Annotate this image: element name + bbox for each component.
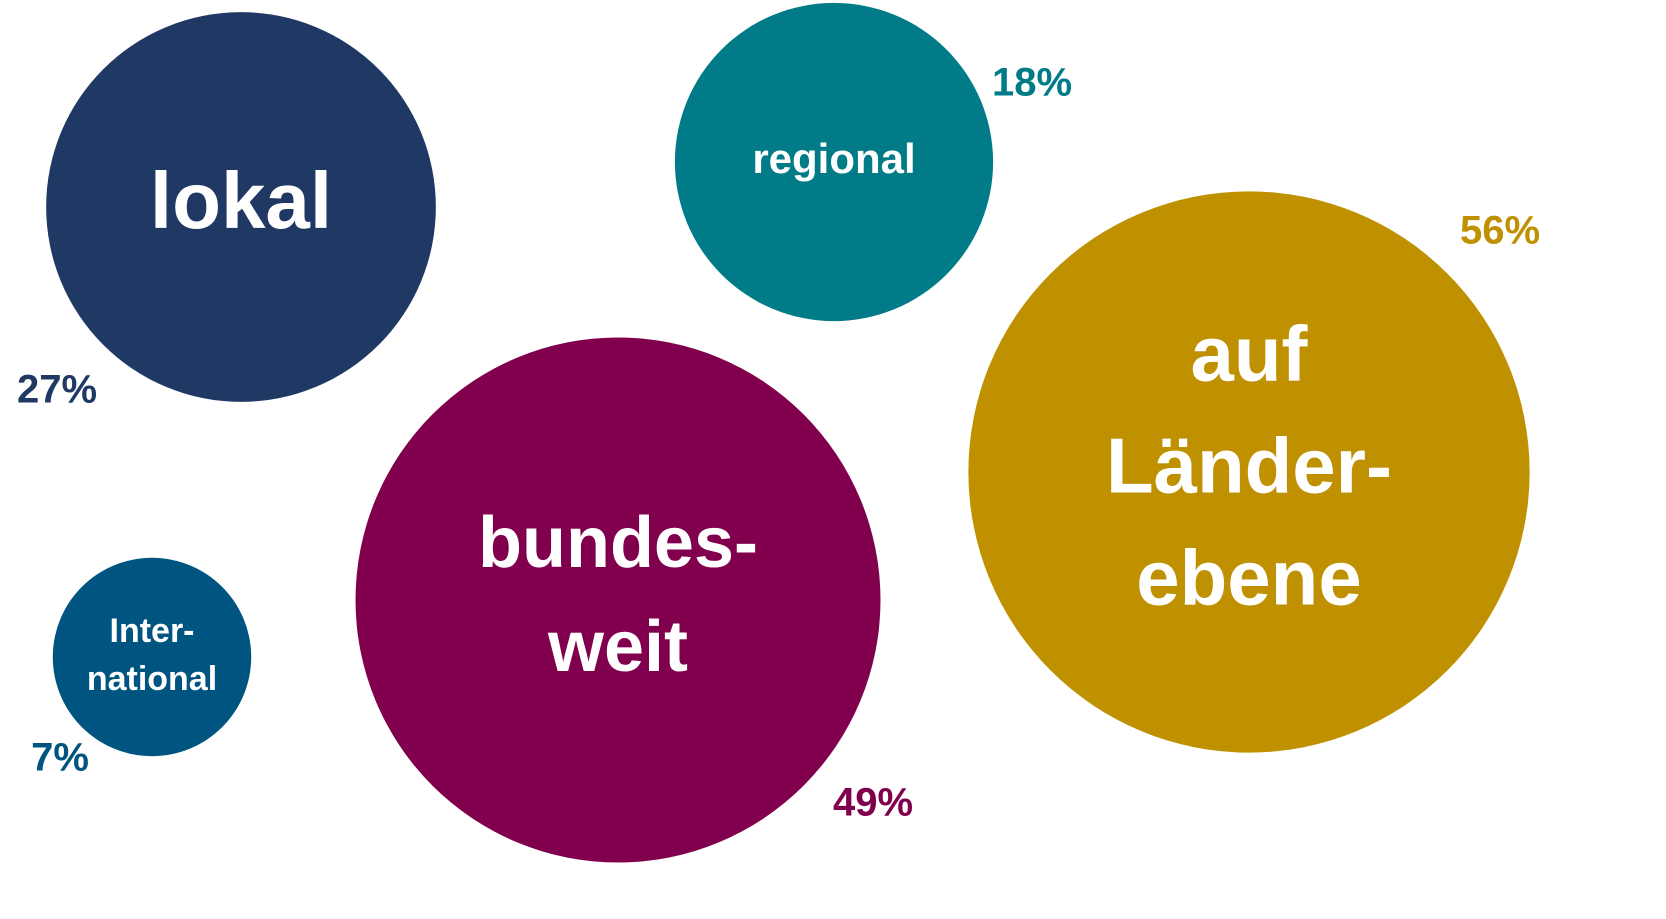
bubble-label: regional (752, 135, 915, 182)
bubble-label: weit (547, 607, 688, 687)
value-label: 27% (17, 368, 97, 412)
value-label: 7% (31, 736, 89, 780)
value-label: 18% (992, 61, 1072, 105)
bubble-label: Länder- (1106, 422, 1392, 510)
bubble-label: ebene (1136, 534, 1361, 622)
bubble-label: auf (1191, 310, 1309, 398)
bubble (355, 337, 881, 863)
bubble (968, 191, 1530, 753)
bubble (52, 557, 252, 757)
bubble-label: national (87, 660, 217, 698)
bubble (674, 2, 994, 322)
value-label: 49% (833, 781, 913, 825)
bubble-label: lokal (150, 156, 332, 245)
bubble-label: Inter- (110, 612, 195, 650)
value-label: 56% (1460, 209, 1540, 253)
bubble-label: bundes- (478, 503, 758, 583)
bubble (46, 12, 436, 402)
